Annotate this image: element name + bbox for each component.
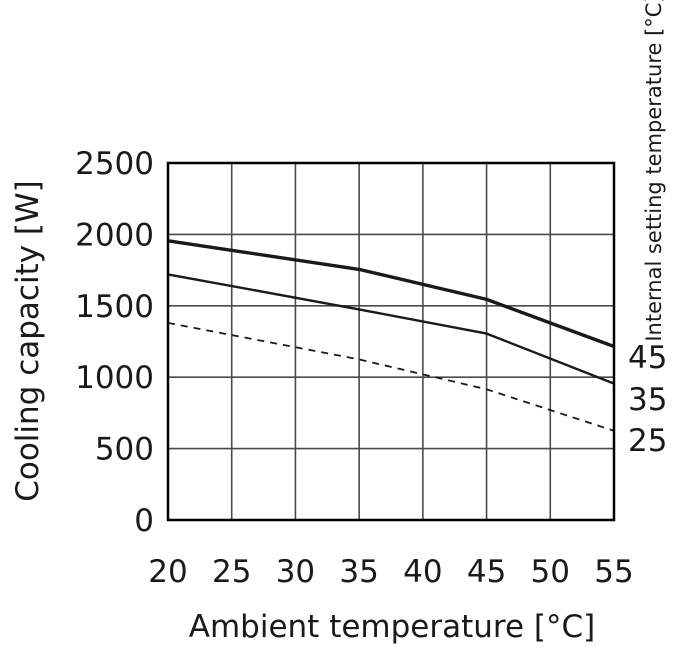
x-tick-label: 25 xyxy=(212,554,251,590)
tick-labels: 20 25 30 35 40 45 50 55 0 500 1000 1500 2000 2500 xyxy=(75,146,634,590)
x-tick-label: 20 xyxy=(148,554,187,590)
x-tick-label: 40 xyxy=(403,554,442,590)
series-label-25: 25 xyxy=(628,423,667,459)
x-tick-label: 35 xyxy=(339,554,378,590)
series-label-35: 35 xyxy=(628,382,667,418)
series-line-45 xyxy=(167,239,615,349)
series-line-25 xyxy=(167,322,615,432)
series-lines xyxy=(167,239,615,432)
x-tick-label: 30 xyxy=(276,554,315,590)
y-tick-label: 0 xyxy=(134,503,154,539)
y-tick-label: 1000 xyxy=(75,360,154,396)
series-label-45: 45 xyxy=(628,340,667,376)
series-line-35 xyxy=(167,273,615,385)
y-tick-label: 500 xyxy=(95,432,154,468)
y-tick-label: 2000 xyxy=(75,217,154,253)
x-tick-label: 45 xyxy=(467,554,506,590)
plot-frame xyxy=(166,161,616,522)
legend-title: Internal setting temperature [°C] xyxy=(642,0,666,342)
x-axis-title: Ambient temperature [°C] xyxy=(189,609,595,645)
grid xyxy=(168,163,614,520)
series-labels: 45 35 25 xyxy=(628,340,667,459)
x-tick-label: 50 xyxy=(531,554,570,590)
x-tick-label: 55 xyxy=(594,554,633,590)
y-tick-label: 1500 xyxy=(75,289,154,325)
y-tick-label: 2500 xyxy=(75,146,154,182)
y-axis-title: Cooling capacity [W] xyxy=(10,180,46,502)
